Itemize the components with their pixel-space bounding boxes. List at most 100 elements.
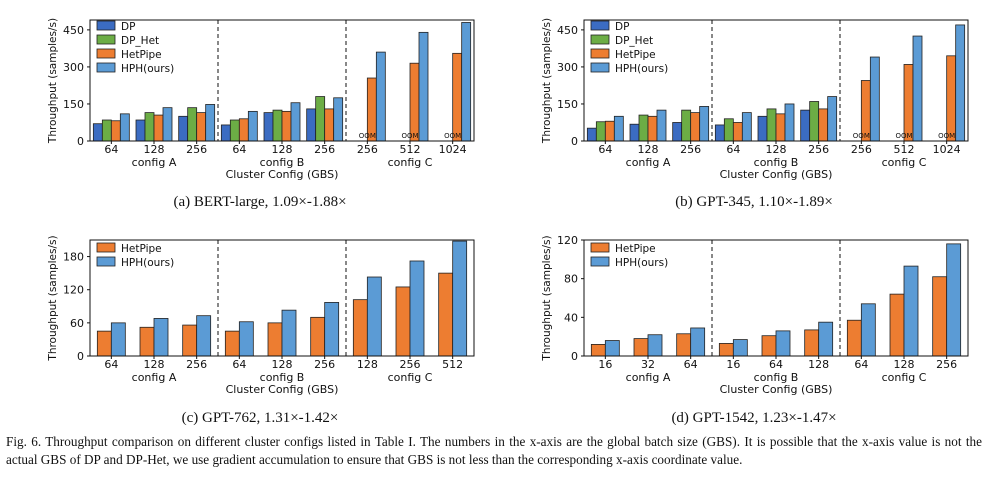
x-tick-label-0: 64 xyxy=(598,143,612,156)
bar-hetpipe-7 xyxy=(395,286,411,357)
bar-dp-1 xyxy=(629,123,640,142)
bar-hetpipe-1 xyxy=(647,115,658,142)
x-tick-label-6: 128 xyxy=(357,358,378,371)
oom-label-2: OOM xyxy=(938,132,955,140)
bar-hph-ours--4 xyxy=(784,103,795,142)
x-tick-label-8: 1024 xyxy=(439,143,467,156)
oom-label-0: OOM xyxy=(853,132,870,140)
bar-hph-ours--0 xyxy=(119,113,130,142)
legend-label-1: DP_Het xyxy=(121,35,159,47)
bar-hetpipe-8 xyxy=(452,52,463,142)
bar-hetpipe-2 xyxy=(676,333,692,357)
y-axis-label: Throughput (samples/s) xyxy=(47,235,59,361)
y-tick-label-0: 0 xyxy=(571,135,578,148)
bar-dp-het-4 xyxy=(272,109,283,142)
x-tick-label-2: 256 xyxy=(186,358,207,371)
bar-hetpipe-8 xyxy=(438,272,454,357)
bar-hph-ours--7 xyxy=(912,35,923,142)
y-tick-label-3: 120 xyxy=(557,234,578,247)
bar-hph-ours--8 xyxy=(461,22,472,142)
legend-label-2: HetPipe xyxy=(615,49,656,61)
x-tick-label-4: 128 xyxy=(272,143,293,156)
x-tick-label-0: 64 xyxy=(104,358,118,371)
bar-hetpipe-8 xyxy=(946,55,957,142)
x-tick-label-5: 256 xyxy=(314,358,335,371)
legend-label-0: HetPipe xyxy=(615,243,656,255)
bar-hph-ours--0 xyxy=(604,340,620,357)
bar-hetpipe-6 xyxy=(846,319,862,357)
x-tick-label-1: 128 xyxy=(144,358,165,371)
x-tick-label-5: 128 xyxy=(808,358,829,371)
bar-hph-ours--3 xyxy=(238,321,254,357)
figure-caption: Fig. 6. Throughput comparison on differe… xyxy=(6,434,982,467)
bar-hetpipe-0 xyxy=(96,330,112,357)
bar-hetpipe-2 xyxy=(182,324,198,357)
x-tick-label-4: 64 xyxy=(769,358,783,371)
bar-hph-ours--4 xyxy=(775,330,791,357)
legend-label-1: DP_Het xyxy=(615,35,653,47)
group-label-2: config C xyxy=(388,371,433,384)
bar-hetpipe-7 xyxy=(409,62,420,142)
x-tick-label-8: 512 xyxy=(442,358,463,371)
x-tick-label-7: 512 xyxy=(400,143,421,156)
group-label-0: config A xyxy=(132,156,177,169)
bar-hetpipe-5 xyxy=(324,108,335,142)
bar-hph-ours--5 xyxy=(324,302,340,357)
bar-hph-ours--7 xyxy=(418,31,429,142)
group-label-1: config B xyxy=(754,371,799,384)
chart-bert-large: OOM OOM OOM config A 64 128 256 config B 64 128 25… xyxy=(0,0,494,190)
x-tick-label-4: 128 xyxy=(272,358,293,371)
oom-label-1: OOM xyxy=(401,132,418,140)
bar-dp-het-5 xyxy=(809,101,820,142)
legend-label-0: DP xyxy=(615,21,629,33)
bar-hph-ours--2 xyxy=(699,106,710,142)
bar-dp-het-0 xyxy=(595,121,606,142)
x-tick-label-1: 128 xyxy=(638,143,659,156)
bar-dp-het-5 xyxy=(315,96,326,142)
bar-dp-0 xyxy=(586,127,597,142)
x-tick-label-0: 16 xyxy=(598,358,612,371)
y-tick-label-2: 80 xyxy=(564,273,578,286)
legend-swatch-0 xyxy=(96,242,116,253)
chart-gpt-345: OOM OOM OOM config A 64 128 256 config B 64 128 25… xyxy=(494,0,988,190)
x-tick-label-5: 256 xyxy=(314,143,335,156)
x-axis-label: Cluster Config (GBS) xyxy=(226,383,339,396)
group-label-0: config A xyxy=(132,371,177,384)
bar-hph-ours--5 xyxy=(818,321,834,357)
bar-hph-ours--1 xyxy=(153,318,169,357)
y-axis-label: Throughput (samples/s) xyxy=(47,18,59,144)
bar-hph-ours--3 xyxy=(741,112,752,142)
x-tick-label-6: 64 xyxy=(854,358,868,371)
legend-swatch-1 xyxy=(96,256,116,267)
group-label-2: config C xyxy=(882,371,927,384)
legend-swatch-3 xyxy=(590,62,610,73)
chart-gpt-762-caption: (c) GPT-762, 1.31×-1.42× xyxy=(181,410,339,426)
legend-label-0: DP xyxy=(121,21,135,33)
bar-hph-ours--4 xyxy=(290,102,301,142)
x-tick-label-6: 256 xyxy=(357,143,378,156)
x-tick-label-3: 64 xyxy=(232,143,246,156)
chart-gpt-762: config A 64 128 256 config B 64 128 256 config C… xyxy=(0,230,494,396)
x-tick-label-3: 16 xyxy=(726,358,740,371)
bar-dp-0 xyxy=(92,123,103,142)
chart-bert-large-plot: OOM OOM OOM config A 64 128 256 config B 64 128 25… xyxy=(47,18,475,181)
bar-hph-ours--0 xyxy=(110,322,126,357)
bar-hetpipe-7 xyxy=(903,64,914,142)
y-tick-label-3: 180 xyxy=(63,251,84,264)
bar-dp-4 xyxy=(757,115,768,142)
x-tick-label-5: 256 xyxy=(808,143,829,156)
y-tick-label-3: 450 xyxy=(557,24,578,37)
bar-dp-het-0 xyxy=(101,119,112,142)
legend-label-1: HPH(ours) xyxy=(121,257,174,269)
bar-dp-2 xyxy=(178,115,189,142)
legend-swatch-0 xyxy=(590,20,610,31)
oom-label-0: OOM xyxy=(359,132,376,140)
bar-hph-ours--5 xyxy=(827,96,838,142)
bar-hetpipe-1 xyxy=(139,326,155,357)
bar-hph-ours--7 xyxy=(409,260,425,357)
bar-hetpipe-4 xyxy=(761,335,777,357)
y-tick-label-0: 0 xyxy=(77,135,84,148)
legend-label-2: HetPipe xyxy=(121,49,162,61)
